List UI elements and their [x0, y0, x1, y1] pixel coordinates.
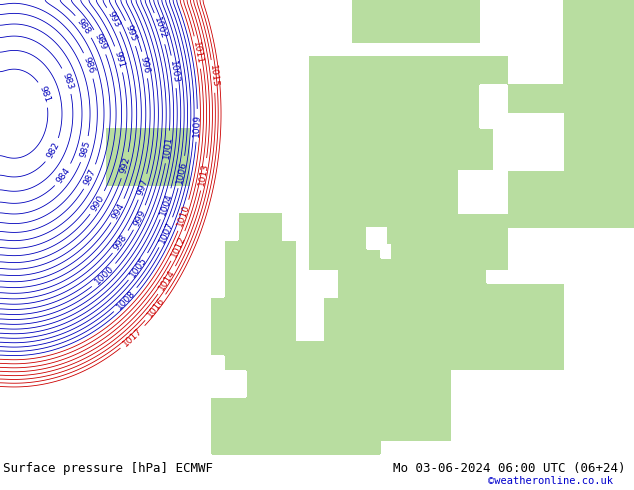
Text: 994: 994: [110, 201, 126, 220]
Text: Surface pressure [hPa] ECMWF: Surface pressure [hPa] ECMWF: [3, 462, 213, 475]
Text: 1005: 1005: [128, 255, 149, 279]
Text: 992: 992: [119, 156, 132, 174]
Text: 1012: 1012: [169, 234, 187, 258]
Text: 1013: 1013: [198, 162, 210, 187]
Text: 988: 988: [75, 17, 93, 36]
Text: 1010: 1010: [176, 203, 191, 228]
Text: 1001: 1001: [162, 135, 174, 159]
Text: 996: 996: [139, 55, 152, 74]
Text: 987: 987: [82, 167, 98, 187]
Text: 1014: 1014: [157, 268, 177, 293]
Text: 982: 982: [45, 141, 61, 160]
Text: 985: 985: [79, 140, 92, 159]
Text: ©weatheronline.co.uk: ©weatheronline.co.uk: [488, 476, 613, 487]
Text: 1011: 1011: [191, 40, 204, 65]
Text: 1006: 1006: [175, 160, 188, 184]
Text: 1003: 1003: [168, 60, 180, 84]
Text: 1016: 1016: [145, 296, 166, 319]
Text: 993: 993: [106, 10, 122, 29]
Text: 1015: 1015: [208, 65, 219, 88]
Text: 1017: 1017: [122, 326, 145, 348]
Text: 990: 990: [89, 193, 106, 213]
Text: 997: 997: [136, 177, 150, 196]
Text: 1004: 1004: [158, 192, 174, 216]
Text: 991: 991: [112, 49, 126, 69]
Text: 998: 998: [112, 232, 129, 252]
Text: 999: 999: [132, 208, 148, 227]
Text: Mo 03-06-2024 06:00 UTC (06+24): Mo 03-06-2024 06:00 UTC (06+24): [393, 462, 626, 475]
Text: 1007: 1007: [157, 220, 175, 245]
Text: 989: 989: [93, 32, 108, 51]
Text: 1008: 1008: [115, 289, 137, 312]
Text: 1009: 1009: [192, 114, 202, 137]
Text: 984: 984: [55, 166, 72, 185]
Text: 1002: 1002: [152, 16, 168, 41]
Text: 986: 986: [82, 56, 96, 75]
Text: 981: 981: [37, 85, 51, 104]
Text: 1000: 1000: [93, 264, 115, 287]
Text: 983: 983: [60, 71, 74, 91]
Text: 995: 995: [124, 24, 138, 43]
